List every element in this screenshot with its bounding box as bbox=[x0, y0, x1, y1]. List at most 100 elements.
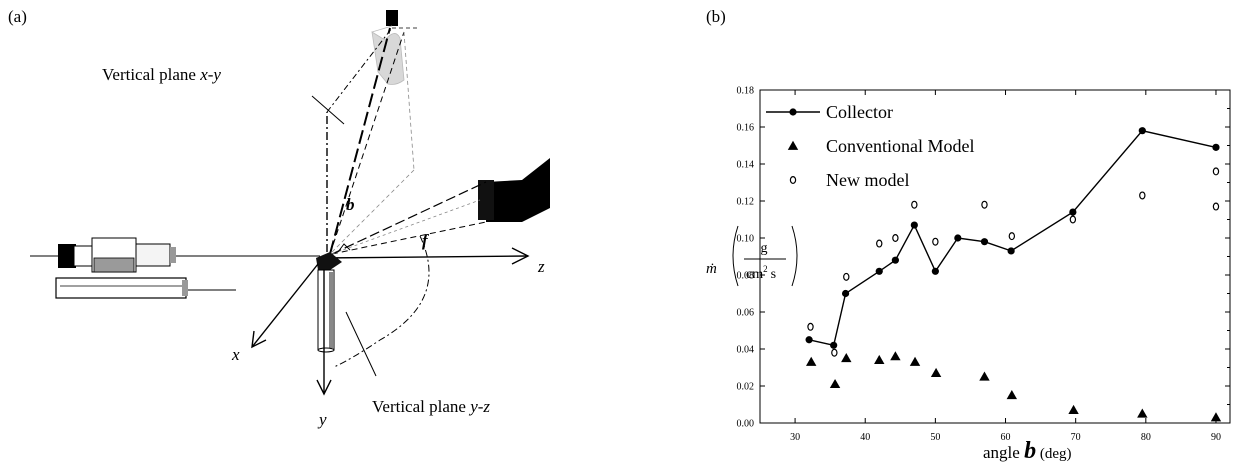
x-tick-label: 50 bbox=[930, 432, 940, 443]
y-tick-label: 0.10 bbox=[737, 234, 755, 245]
side-view-line-1 bbox=[331, 181, 487, 255]
legend: Collector Conventional Model New model bbox=[766, 102, 974, 190]
legend-label: Collector bbox=[826, 102, 893, 122]
z-axis-arrowhead bbox=[511, 247, 530, 265]
panel-a-schematic: (a) b z f bbox=[8, 7, 550, 429]
data-point-collector bbox=[1069, 208, 1077, 216]
injector-section-1 bbox=[73, 245, 95, 267]
legend-marker-new-model bbox=[789, 176, 797, 185]
x-axis-line bbox=[251, 263, 319, 348]
data-point-new-model bbox=[911, 200, 918, 209]
beta-line-bold bbox=[329, 27, 391, 255]
data-point-new-model bbox=[831, 348, 838, 357]
data-point-collector bbox=[875, 267, 883, 275]
ylabel-symbol: ṁ bbox=[706, 261, 717, 277]
data-point-conventional-model bbox=[829, 378, 841, 389]
x-tick-label: 90 bbox=[1211, 432, 1221, 443]
y-tick-label: 0.00 bbox=[737, 419, 755, 430]
side-camera bbox=[486, 158, 550, 222]
data-point-conventional-model bbox=[909, 356, 921, 366]
data-point-conventional-model bbox=[806, 356, 817, 366]
data-point-conventional-model bbox=[979, 371, 990, 381]
y-tick-label: 0.18 bbox=[737, 86, 755, 97]
ylabel-left-paren bbox=[732, 225, 739, 287]
x-axis-arrowhead bbox=[251, 330, 267, 349]
data-point-collector bbox=[1138, 127, 1146, 135]
origin-block bbox=[316, 252, 342, 270]
data-point-collector bbox=[910, 221, 918, 229]
plane-xy-label: Vertical plane x-y bbox=[102, 65, 221, 84]
top-camera bbox=[386, 10, 398, 26]
legend-marker-conventional-model bbox=[787, 140, 799, 150]
series-marks bbox=[805, 127, 1222, 422]
legend-label: Conventional Model bbox=[826, 136, 974, 156]
data-point-new-model bbox=[1069, 215, 1077, 224]
y-tick-label: 0.12 bbox=[737, 197, 755, 208]
data-point-collector bbox=[954, 234, 962, 242]
y-tick-label: 0.08 bbox=[737, 271, 755, 282]
plane-xy-back-edge2 bbox=[329, 169, 415, 255]
injector-tip bbox=[170, 247, 176, 263]
data-point-collector bbox=[1212, 143, 1220, 151]
top-light-sheet bbox=[371, 31, 405, 85]
x-tick-label: 80 bbox=[1141, 432, 1151, 443]
syringe-cap bbox=[182, 280, 188, 296]
x-tick-label: 40 bbox=[860, 432, 870, 443]
data-point-collector bbox=[1007, 247, 1015, 255]
y-tick-label: 0.04 bbox=[737, 345, 755, 356]
y-ticks: 0.00 0.02 0.04 0.06 0.08 0.10 0.12 0.14 0.16 0.18 bbox=[737, 86, 1230, 430]
plane-yz-label: Vertical plane y-z bbox=[372, 397, 490, 416]
legend-label: New model bbox=[826, 170, 909, 190]
angle-b-label: b bbox=[346, 195, 355, 214]
side-view-line-2 bbox=[331, 221, 487, 255]
plane-xy-back-edge bbox=[403, 31, 415, 171]
data-point-new-model bbox=[1212, 202, 1220, 211]
axis-z-label: z bbox=[537, 257, 545, 276]
data-point-collector bbox=[805, 336, 813, 344]
collector-tube-shade bbox=[329, 272, 333, 348]
data-point-collector bbox=[841, 289, 850, 298]
ylabel-unit-numerator: g bbox=[761, 241, 768, 256]
collector-tube-base bbox=[317, 347, 335, 353]
plane-yz-leader bbox=[345, 311, 377, 377]
data-point-new-model bbox=[1212, 167, 1220, 176]
right-angle-marker bbox=[337, 243, 351, 253]
y-axis-label: ṁ g cm2 s bbox=[706, 225, 798, 287]
data-point-new-model bbox=[892, 234, 899, 243]
data-point-new-model bbox=[876, 239, 883, 248]
axis-y-label: y bbox=[317, 410, 327, 429]
x-tick-label: 60 bbox=[1001, 432, 1011, 443]
data-point-conventional-model bbox=[1068, 404, 1079, 414]
side-camera-lens bbox=[478, 180, 494, 220]
data-point-collector bbox=[891, 256, 899, 264]
plane-xy-edge-top bbox=[326, 27, 393, 113]
data-point-collector bbox=[830, 341, 838, 349]
data-point-collector bbox=[980, 238, 989, 246]
axis-x-label: x bbox=[231, 345, 240, 364]
side-view-line-3 bbox=[331, 199, 481, 255]
x-axis-label: angle b (deg) bbox=[983, 438, 1071, 464]
data-point-conventional-model bbox=[1137, 408, 1148, 418]
data-point-new-model bbox=[843, 272, 850, 281]
beta-line-thin bbox=[329, 31, 405, 255]
injector-rear-block bbox=[58, 244, 76, 268]
y-tick-label: 0.06 bbox=[737, 308, 755, 319]
data-point-conventional-model bbox=[1006, 390, 1018, 400]
angle-f-label: f bbox=[422, 231, 430, 250]
z-axis-line bbox=[317, 255, 529, 259]
data-point-new-model bbox=[1139, 191, 1146, 200]
syringe-body bbox=[55, 277, 187, 299]
data-point-new-model bbox=[981, 200, 988, 209]
x-tick-label: 70 bbox=[1071, 432, 1081, 443]
ylabel-unit-denominator: cm2 s bbox=[746, 264, 776, 282]
ylabel-right-paren bbox=[791, 225, 798, 287]
top-cone-edge bbox=[371, 25, 393, 33]
panel-a-label: (a) bbox=[8, 7, 27, 26]
data-point-collector bbox=[931, 267, 939, 275]
panel-b-chart: (b) ṁ g cm2 s 0.00 0.02 0.04 0.06 0.08 0.10 0.1… bbox=[706, 7, 1231, 464]
phi-arc bbox=[333, 235, 430, 368]
plane-xy-leader bbox=[311, 95, 345, 125]
y-tick-label: 0.14 bbox=[737, 160, 755, 171]
panel-b-label: (b) bbox=[706, 7, 726, 26]
